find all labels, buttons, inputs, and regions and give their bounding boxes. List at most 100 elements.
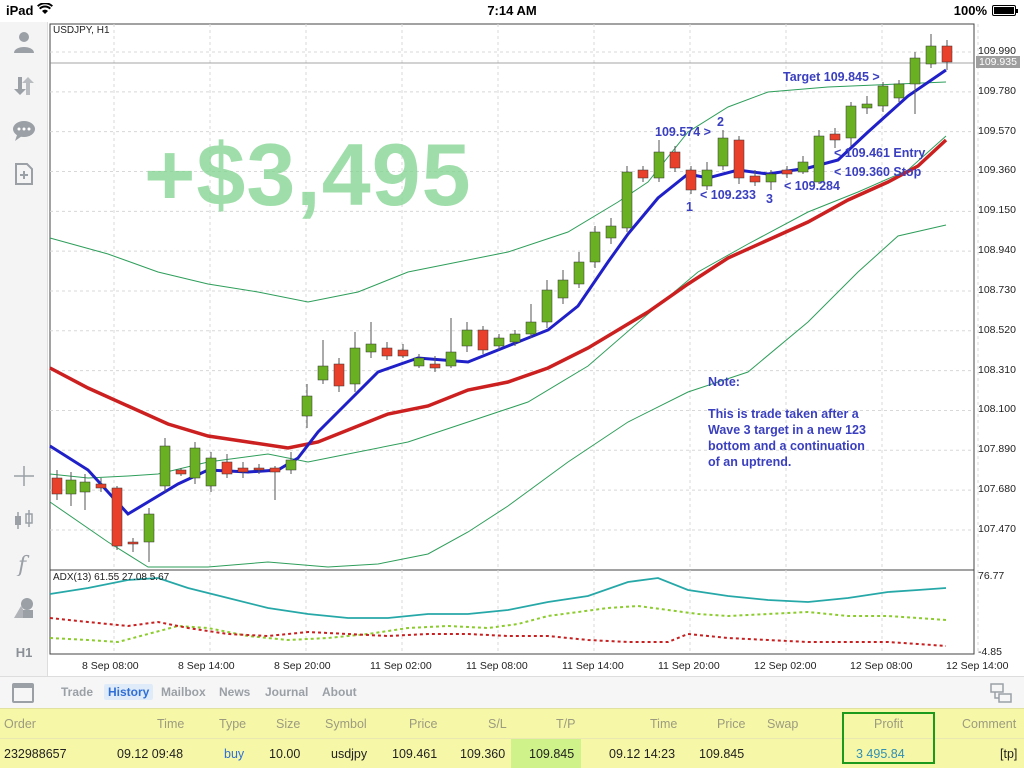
time-tick-label: 12 Sep 08:00 — [850, 660, 913, 672]
price-tick-label: 109.780 — [978, 84, 1016, 97]
candle-body — [877, 85, 889, 107]
candle-body — [509, 333, 521, 343]
candle-body — [541, 289, 553, 323]
chart-symbol-label: USDJPY, H1 — [53, 25, 110, 36]
candle-body — [461, 329, 473, 347]
objects-icon[interactable] — [0, 588, 48, 628]
tab-trade[interactable]: Trade — [61, 685, 94, 699]
time-tick-label: 8 Sep 20:00 — [274, 660, 331, 672]
tab-about[interactable]: About — [322, 685, 357, 699]
col-comment: Comment — [962, 717, 1017, 731]
cell-size: 10.00 — [269, 747, 301, 761]
adx-label: ADX(13) 61.55 27.08 5.67 — [53, 572, 170, 583]
chart-type-icon[interactable] — [0, 500, 48, 540]
candle-body — [413, 357, 425, 367]
col-swap: Swap — [767, 717, 799, 731]
adx-pane-frame — [49, 569, 975, 655]
price-tick-label: 108.730 — [978, 283, 1016, 296]
annotation-109284: < 109.284 — [784, 179, 840, 193]
candle-body — [333, 363, 345, 387]
time-tick-label: 8 Sep 14:00 — [178, 660, 235, 672]
col-order: Order — [4, 717, 36, 731]
entry-annotation: < 109.461 Entry — [834, 146, 926, 160]
col-size: Size — [276, 717, 301, 731]
price-tick-label: 108.100 — [978, 403, 1016, 416]
lower-band — [49, 224, 947, 568]
price-tick-label: 108.520 — [978, 323, 1016, 336]
adx-axis-max: 76.77 — [978, 570, 1005, 582]
col-type: Type — [219, 717, 247, 731]
terminal-tabs-bar: Trade History Mailbox News Journal About — [0, 676, 1024, 708]
wifi-icon — [37, 2, 54, 18]
chat-icon[interactable] — [0, 110, 48, 150]
cell-time: 09.12 09:48 — [117, 747, 184, 761]
clock: 7:14 AM — [487, 3, 537, 18]
target-annotation: Target 109.845 > — [783, 70, 880, 84]
account-icon[interactable] — [0, 22, 48, 62]
candle-body — [269, 467, 281, 473]
candle-body — [65, 479, 77, 495]
candle-body — [925, 45, 937, 65]
tab-journal[interactable]: Journal — [265, 685, 309, 699]
price-tick-label: 108.940 — [978, 244, 1016, 257]
layout-icon[interactable] — [990, 683, 1012, 703]
wave-3-label: 3 — [766, 192, 773, 206]
candle-body — [397, 349, 409, 357]
slow-moving-average — [49, 138, 948, 450]
candle-body — [429, 363, 441, 369]
candle-body — [381, 347, 393, 357]
note-line: bottom and a continuation — [708, 439, 865, 453]
candle-body — [861, 103, 873, 109]
candle-body — [909, 57, 921, 85]
chart-area[interactable]: USDJPY, H1 ADX(13) 61.55 27.08 5.67 +$3,… — [48, 22, 1024, 676]
battery-percent: 100% — [953, 3, 987, 18]
calendar-icon[interactable] — [12, 683, 34, 703]
price-tick-label: 109.570 — [978, 124, 1016, 137]
tp-highlight — [511, 739, 581, 768]
candle-body — [701, 169, 713, 187]
candle-body — [813, 135, 825, 183]
adx-main-line — [49, 577, 947, 619]
candle-body — [573, 261, 585, 285]
candle-body — [95, 483, 107, 489]
wave-1-label: 1 — [686, 200, 693, 214]
price-tick-label: 109.150 — [978, 204, 1016, 217]
candle-body — [765, 173, 777, 183]
indicators-icon[interactable]: f — [0, 544, 48, 584]
adx-minus-di-line — [49, 617, 947, 647]
candle-body — [349, 347, 361, 385]
time-tick-label: 12 Sep 02:00 — [754, 660, 817, 672]
status-bar: iPad 7:14 AM 100% — [0, 0, 1024, 22]
status-right: 100% — [953, 3, 1018, 18]
svg-text:f: f — [16, 553, 30, 576]
col-price: Price — [409, 717, 438, 731]
candle-body — [733, 139, 745, 179]
crosshair-icon[interactable] — [0, 456, 48, 496]
price-tick-label: 107.890 — [978, 443, 1016, 456]
candle-body — [51, 477, 63, 495]
candle-body — [221, 461, 233, 475]
candle-body — [477, 329, 489, 351]
table-row[interactable]: 232988657 09.12 09:48 buy 10.00 usdjpy 1… — [0, 738, 1024, 768]
candle-body — [493, 337, 505, 347]
candle-body — [253, 467, 265, 471]
candle-body — [301, 395, 313, 417]
note-line: This is trade taken after a — [708, 407, 859, 421]
trade-icon[interactable] — [0, 66, 48, 106]
price-chart[interactable] — [48, 22, 1024, 676]
cell-symbol: usdjpy — [331, 747, 368, 761]
new-document-icon[interactable] — [0, 154, 48, 194]
candle-body — [557, 279, 569, 299]
tab-mailbox[interactable]: Mailbox — [161, 685, 206, 699]
cell-price: 109.461 — [392, 747, 438, 761]
timeframe-icon[interactable]: H1 — [15, 644, 33, 660]
time-tick-label: 11 Sep 14:00 — [562, 660, 624, 672]
tab-history[interactable]: History — [104, 684, 154, 700]
tab-news[interactable]: News — [219, 685, 251, 699]
note-annotation: Note: This is trade taken after a Wave 3… — [708, 374, 866, 470]
time-tick-label: 11 Sep 02:00 — [370, 660, 432, 672]
price-tick-label: 109.360 — [978, 164, 1016, 177]
col-profit: Profit — [874, 717, 904, 731]
price-tick-label: 107.680 — [978, 483, 1016, 496]
cell-profit: 3 495.84 — [856, 747, 905, 761]
